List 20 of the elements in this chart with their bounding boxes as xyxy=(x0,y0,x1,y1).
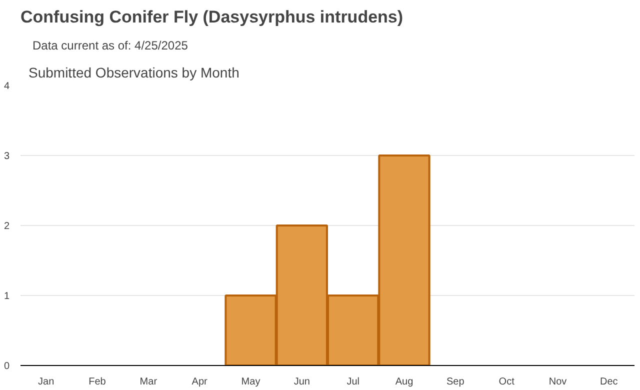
x-tick-label: Feb xyxy=(88,376,106,388)
y-tick-label: 4 xyxy=(4,81,10,92)
x-tick-label: Jul xyxy=(346,376,360,388)
x-tick-label: Dec xyxy=(600,376,618,388)
x-tick-label: Aug xyxy=(395,376,414,388)
text: Submitted Observations by Month xyxy=(28,64,240,80)
y-tick-label: 3 xyxy=(4,151,10,162)
y-tick-label: 2 xyxy=(4,221,10,232)
x-tick-label: Apr xyxy=(192,376,208,388)
x-tick-label: Jun xyxy=(294,376,310,388)
y-tick-label: 0 xyxy=(4,361,10,372)
y-tick-label: 1 xyxy=(4,291,10,302)
chart-title: Confusing Conifer Fly (Dasysyrphus intrudens) xyxy=(20,8,404,26)
x-tick-label: Mar xyxy=(140,376,158,388)
x-tick-label: Nov xyxy=(548,376,567,388)
chart-subtitle: Data current as of: 4/25/2025 xyxy=(32,38,188,52)
x-tick-label: Oct xyxy=(498,376,515,388)
x-tick-label: Sep xyxy=(446,376,465,388)
x-tick-label: Jan xyxy=(38,376,54,388)
x-tick-label: May xyxy=(241,376,260,388)
